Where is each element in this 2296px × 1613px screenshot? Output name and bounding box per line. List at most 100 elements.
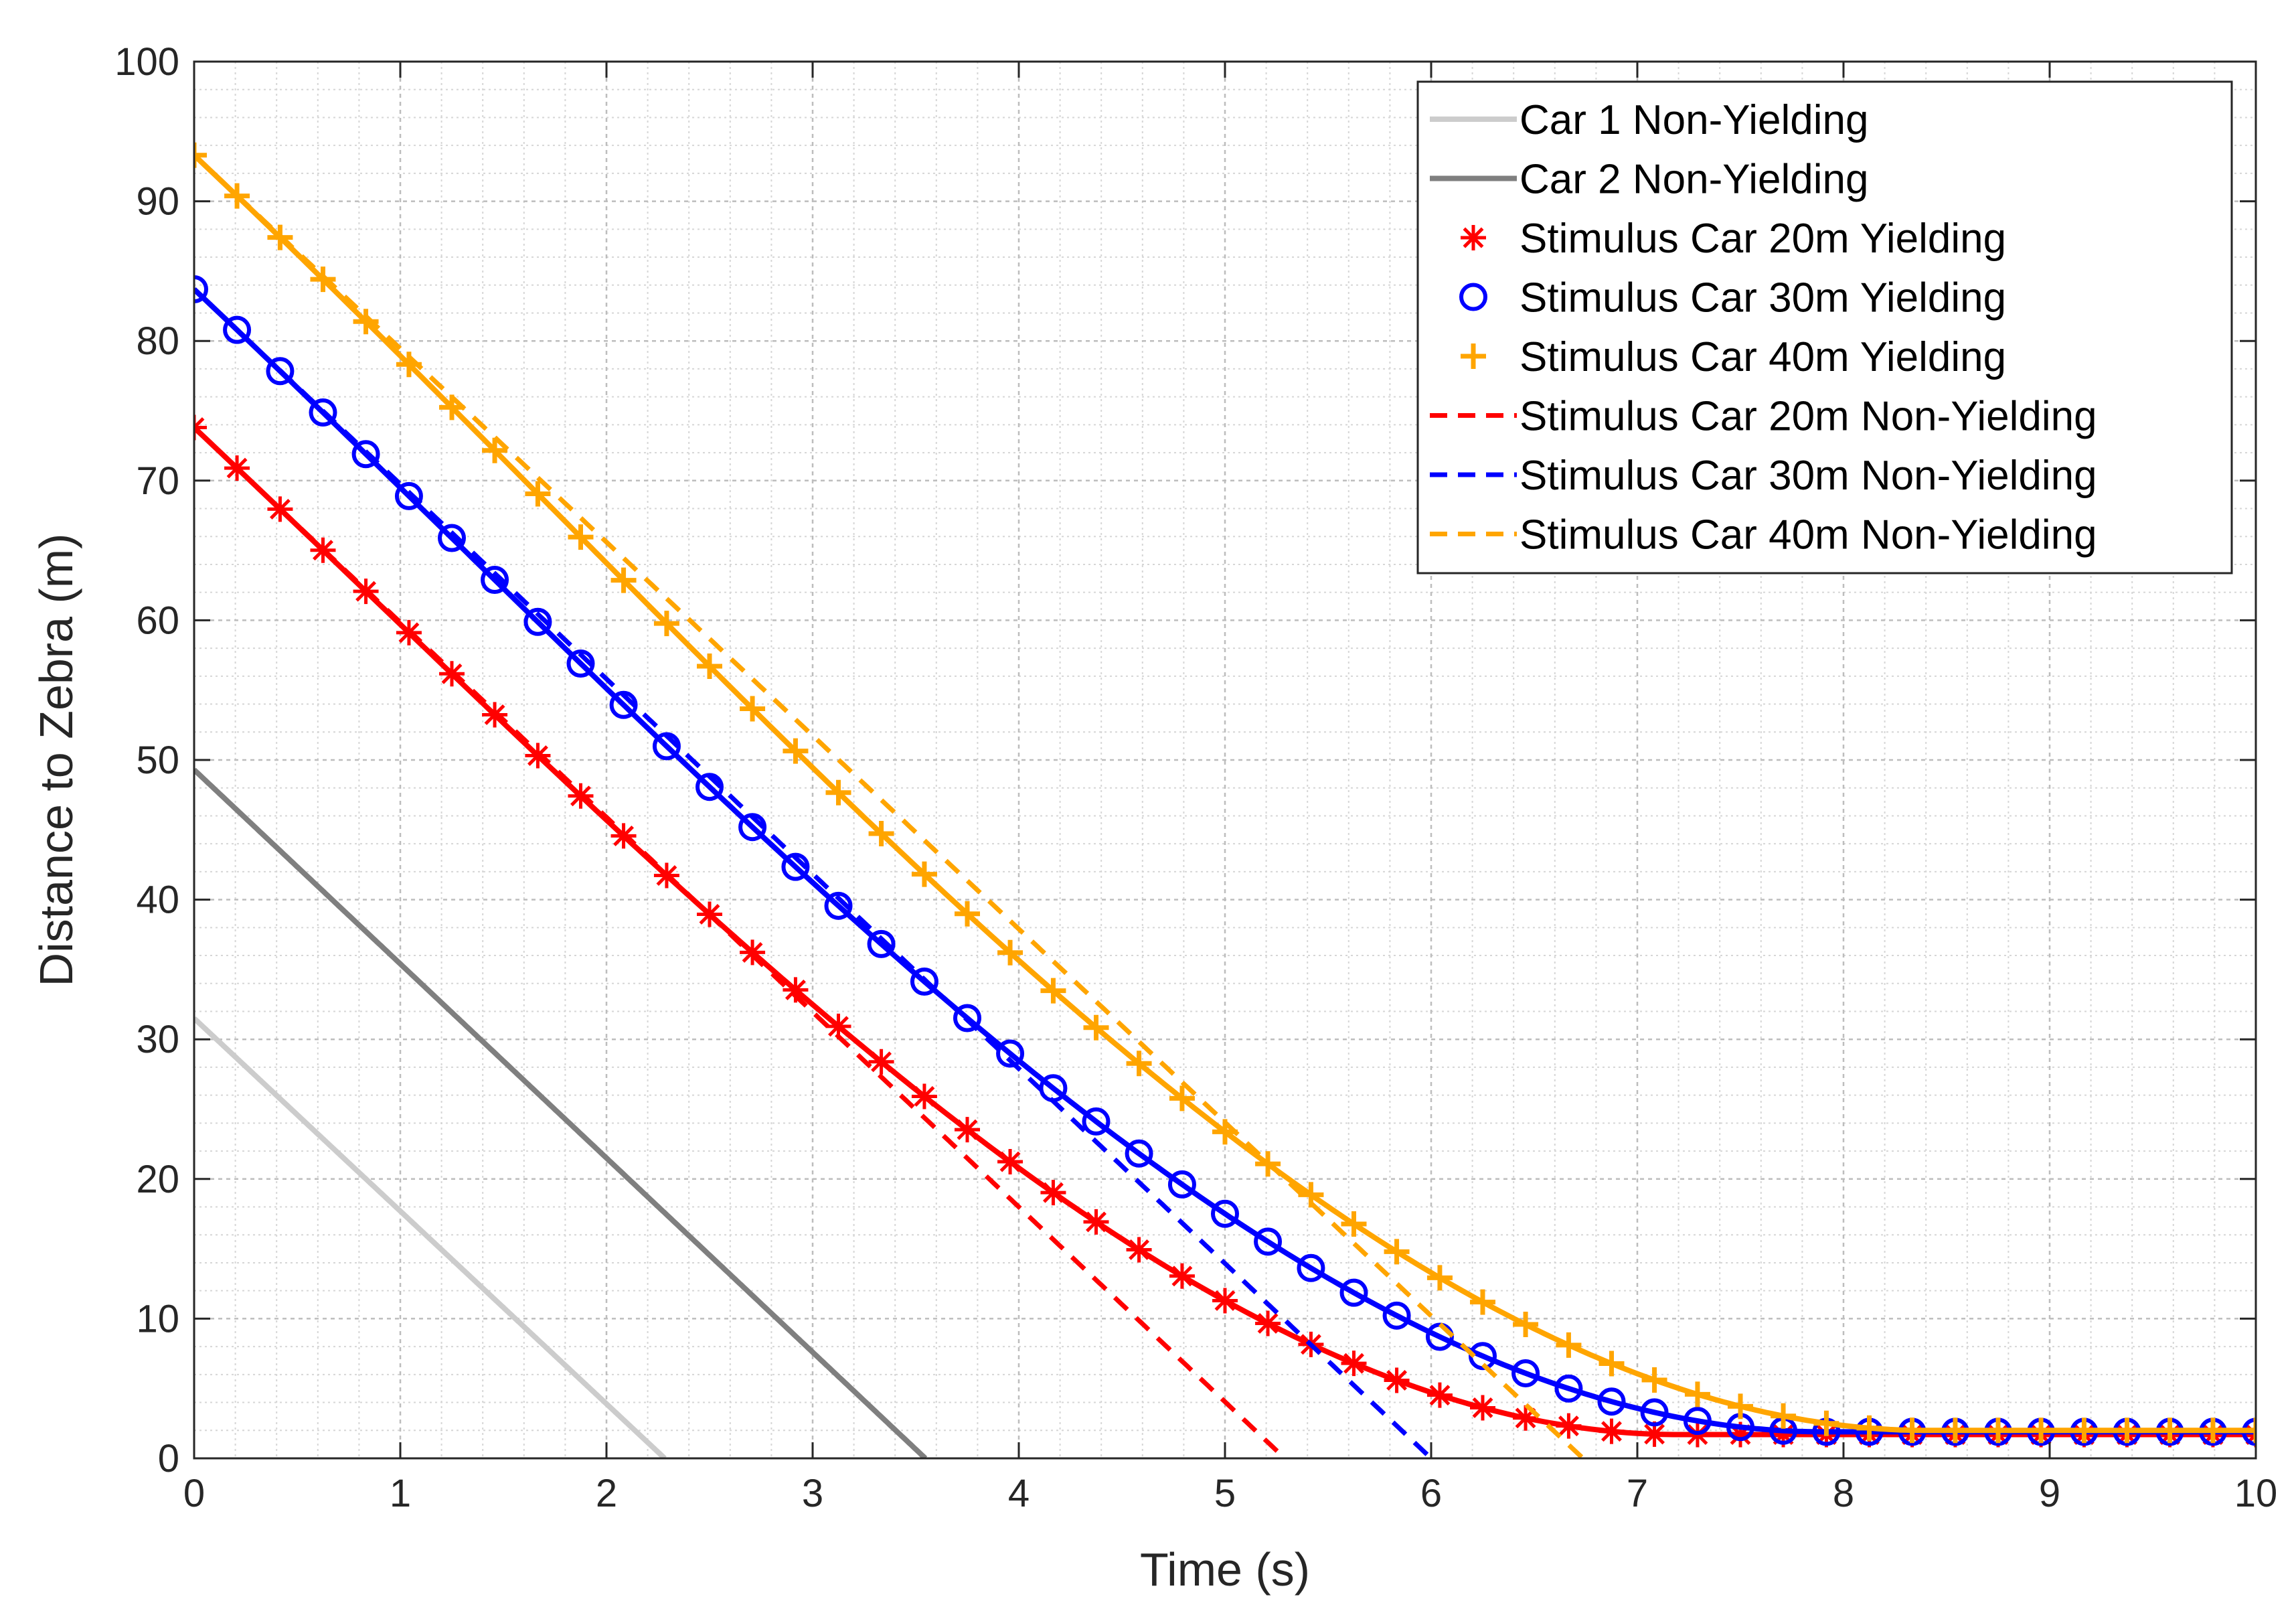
series-marker	[1082, 1107, 1111, 1136]
y-tick-label: 60	[136, 599, 179, 642]
series-marker	[1254, 1227, 1283, 1256]
y-tick-label: 0	[158, 1437, 179, 1480]
series-marker	[1083, 1014, 1109, 1041]
y-tick-label: 80	[136, 319, 179, 363]
legend-label: Car 1 Non-Yielding	[1520, 97, 1869, 143]
series-marker	[2028, 1417, 2054, 1444]
legend-label: Stimulus Car 20m Non-Yielding	[1520, 394, 2097, 440]
series-marker	[1341, 1211, 1367, 1237]
series-marker	[911, 1083, 937, 1109]
series-marker	[1126, 1051, 1152, 1077]
series-marker	[867, 929, 896, 958]
series-marker	[568, 524, 594, 550]
series-marker	[351, 440, 380, 469]
series-stimulus-car-30m-non-yielding	[194, 287, 1433, 1458]
legend: Car 1 Non-Yielding Car 2 Non-Yielding Stim…	[1416, 80, 2233, 574]
series-stimulus-car-20m-non-yielding	[194, 425, 1287, 1458]
y-tick-label: 40	[136, 878, 179, 922]
series-marker	[1125, 1139, 1153, 1168]
series-marker	[1683, 1407, 1712, 1436]
y-tick-label: 90	[136, 180, 179, 224]
series-marker	[438, 524, 466, 552]
series-marker	[394, 481, 423, 510]
series-marker	[953, 1004, 981, 1032]
x-tick-label: 7	[1627, 1472, 1648, 1515]
series-layer	[194, 142, 2256, 1458]
y-tick-label: 100	[114, 40, 179, 84]
series-marker	[955, 1117, 980, 1143]
series-marker	[1169, 1085, 1195, 1111]
legend-entry: Stimulus Car 40m Non-Yielding	[1430, 512, 2097, 558]
legend-label: Stimulus Car 30m Yielding	[1520, 275, 2006, 321]
legend-label: Stimulus Car 40m Non-Yielding	[1520, 512, 2097, 558]
series-marker	[1899, 1417, 1925, 1444]
series-marker	[1083, 1209, 1109, 1235]
series-marker	[1384, 1239, 1410, 1265]
legend-label: Stimulus Car 30m Non-Yielding	[1520, 453, 2097, 499]
series-marker	[697, 654, 722, 680]
x-tick-label: 0	[183, 1472, 205, 1515]
series-car-2-non-yielding	[194, 767, 928, 1458]
series-line	[194, 287, 1433, 1458]
series-marker	[1167, 1170, 1196, 1199]
series-marker	[1942, 1417, 1968, 1444]
legend-entry: Car 1 Non-Yielding	[1430, 97, 1869, 143]
legend-entry: Stimulus Car 20m Yielding	[1461, 216, 2006, 262]
series-marker	[1771, 1403, 1797, 1429]
x-tick-label: 3	[802, 1472, 823, 1515]
series-marker	[1470, 1395, 1495, 1421]
series-marker	[481, 566, 509, 595]
series-marker	[824, 891, 853, 920]
series-line	[194, 153, 1585, 1458]
series-marker	[482, 437, 508, 463]
series-marker	[2071, 1417, 2097, 1444]
series-marker	[997, 1149, 1023, 1175]
series-marker	[1382, 1301, 1411, 1330]
series-marker	[525, 481, 551, 507]
series-marker	[1341, 1351, 1367, 1377]
series-marker	[1255, 1310, 1281, 1336]
series-marker	[1641, 1421, 1667, 1447]
series-marker	[2200, 1417, 2226, 1444]
series-marker	[1771, 1422, 1797, 1448]
series-marker	[1513, 1405, 1539, 1431]
x-tick-label: 10	[2234, 1472, 2278, 1515]
legend-entry: Stimulus Car 30m Yielding	[1459, 275, 2006, 321]
series-marker	[1511, 1359, 1540, 1387]
series-stimulus-car-40m-yielding	[194, 142, 2256, 1444]
legend-label: Stimulus Car 20m Yielding	[1520, 216, 2006, 262]
series-marker	[653, 611, 679, 637]
series-marker	[1728, 1422, 1753, 1448]
series-marker	[610, 567, 637, 593]
series-marker	[868, 821, 894, 846]
x-tick-label: 1	[390, 1472, 411, 1515]
series-marker	[1169, 1263, 1195, 1289]
series-marker	[1040, 1180, 1066, 1206]
series-marker	[825, 779, 851, 805]
series-marker	[223, 315, 252, 344]
series-marker	[910, 968, 938, 996]
series-marker	[1856, 1415, 1882, 1441]
series-marker	[1598, 1351, 1625, 1377]
series-marker	[1554, 1374, 1583, 1403]
series-marker	[783, 738, 809, 764]
y-tick-label: 30	[136, 1018, 179, 1061]
series-marker	[1426, 1382, 1453, 1408]
series-marker	[1598, 1418, 1625, 1444]
series-marker	[1556, 1413, 1582, 1439]
series-marker	[1597, 1387, 1626, 1416]
series-marker	[1641, 1367, 1667, 1393]
series-marker	[1556, 1332, 1582, 1358]
legend-entry: Stimulus Car 20m Non-Yielding	[1430, 394, 2097, 440]
x-tick-label: 4	[1008, 1472, 1030, 1515]
series-marker	[997, 939, 1023, 966]
y-axis-label: Distance to Zebra (m)	[30, 534, 82, 987]
series-marker	[1684, 1381, 1710, 1407]
x-tick-label: 6	[1420, 1472, 1442, 1515]
series-stimulus-car-40m-non-yielding	[194, 153, 1585, 1458]
series-marker	[2243, 1417, 2256, 1444]
series-line	[194, 425, 1287, 1458]
x-tick-label: 9	[2039, 1472, 2060, 1515]
series-marker	[523, 607, 552, 636]
